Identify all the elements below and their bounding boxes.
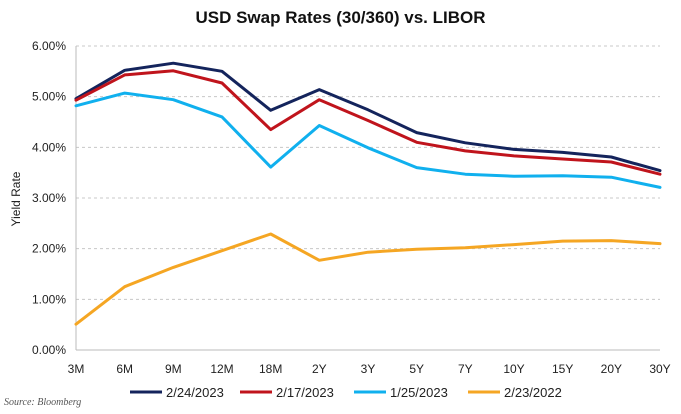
legend-label: 2/23/2022	[504, 385, 562, 400]
y-tick-label: 2.00%	[32, 242, 66, 256]
source-note: Source: Bloomberg	[4, 397, 82, 408]
y-tick-label: 0.00%	[32, 343, 66, 357]
x-tick-label: 2Y	[312, 362, 327, 376]
y-axis-title: Yield Rate	[9, 171, 23, 226]
series-line-1	[74, 61, 662, 173]
x-tick-label: 5Y	[409, 362, 424, 376]
y-tick-label: 3.00%	[32, 191, 66, 205]
chart-title: USD Swap Rates (30/360) vs. LIBOR	[195, 8, 486, 27]
y-tick-label: 4.00%	[32, 140, 66, 154]
x-tick-label: 10Y	[503, 362, 524, 376]
y-tick-label: 6.00%	[32, 39, 66, 53]
series-line-4	[74, 232, 662, 326]
x-tick-label: 3Y	[361, 362, 376, 376]
legend-label: 2/17/2023	[276, 385, 334, 400]
x-tick-label: 12M	[210, 362, 233, 376]
gridlines	[76, 45, 660, 300]
series-line-3	[74, 91, 662, 189]
series-lines	[74, 61, 662, 326]
x-axis: 3M 6M 9M 12M 18M 2Y 3Y 5Y 7Y 10Y 15Y 20Y 30Y	[68, 349, 671, 376]
legend-item[interactable]: 1/25/2023	[354, 385, 448, 400]
legend-item[interactable]: 2/23/2022	[468, 385, 562, 400]
series-line-2	[74, 69, 662, 176]
y-tick-label: 1.00%	[32, 292, 66, 306]
legend-item[interactable]: 2/17/2023	[240, 385, 334, 400]
x-tick-label: 7Y	[458, 362, 473, 376]
x-tick-label: 15Y	[552, 362, 573, 376]
y-tick-label: 5.00%	[32, 90, 66, 104]
x-tick-label: 18M	[259, 362, 282, 376]
legend-item[interactable]: 2/24/2023	[130, 385, 224, 400]
x-tick-label: 30Y	[649, 362, 670, 376]
x-tick-label: 3M	[68, 362, 85, 376]
x-tick-label: 20Y	[601, 362, 622, 376]
x-tick-label: 6M	[116, 362, 133, 376]
x-tick-label: 9M	[165, 362, 182, 376]
legend-label: 2/24/2023	[166, 385, 224, 400]
legend-label: 1/25/2023	[390, 385, 448, 400]
legend[interactable]: 2/24/2023 2/17/2023 1/25/2023 2/23/2022	[130, 385, 562, 400]
y-axis: 0.00% 1.00% 2.00% 3.00% 4.00% 5.00% 6.00%	[32, 39, 77, 357]
